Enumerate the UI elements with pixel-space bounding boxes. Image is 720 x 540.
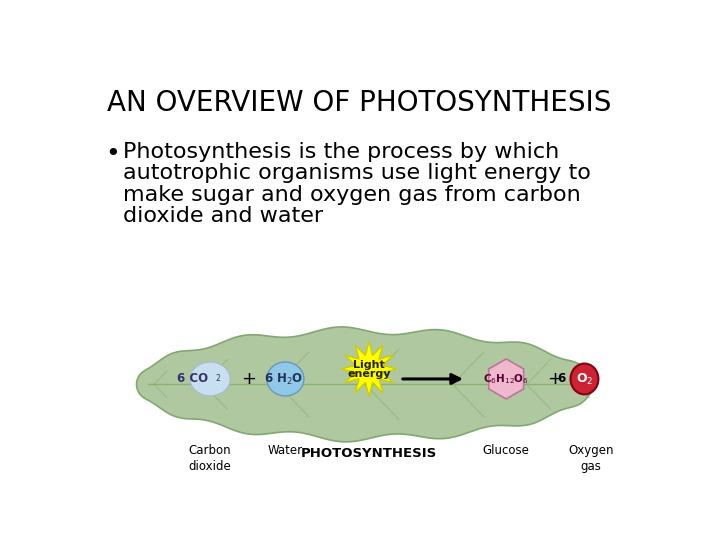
Text: •: • xyxy=(106,142,120,166)
Polygon shape xyxy=(341,341,397,397)
Text: Glucose: Glucose xyxy=(482,444,530,457)
Polygon shape xyxy=(137,327,594,442)
Text: +: + xyxy=(241,370,256,388)
Text: Photosynthesis is the process by which: Photosynthesis is the process by which xyxy=(122,142,559,162)
Text: autotrophic organisms use light energy to: autotrophic organisms use light energy t… xyxy=(122,164,590,184)
Text: $_2$: $_2$ xyxy=(215,373,221,385)
Text: 6 CO: 6 CO xyxy=(177,373,209,386)
Text: Oxygen
gas: Oxygen gas xyxy=(568,444,613,474)
Text: 6 H$_2$O: 6 H$_2$O xyxy=(264,372,303,387)
Ellipse shape xyxy=(570,363,598,394)
Text: 6: 6 xyxy=(557,373,566,386)
Text: make sugar and oxygen gas from carbon: make sugar and oxygen gas from carbon xyxy=(122,185,580,205)
Text: Water: Water xyxy=(268,444,303,457)
Ellipse shape xyxy=(190,362,230,396)
Text: dioxide and water: dioxide and water xyxy=(122,206,323,226)
Text: AN OVERVIEW OF PHOTOSYNTHESIS: AN OVERVIEW OF PHOTOSYNTHESIS xyxy=(107,90,611,117)
Text: C$_6$H$_{12}$O$_6$: C$_6$H$_{12}$O$_6$ xyxy=(483,372,529,386)
Text: +: + xyxy=(547,370,562,388)
Text: O$_2$: O$_2$ xyxy=(576,372,593,387)
Polygon shape xyxy=(489,359,523,399)
Ellipse shape xyxy=(266,362,304,396)
Text: Light: Light xyxy=(353,360,385,370)
Text: energy: energy xyxy=(347,369,391,379)
Text: PHOTOSYNTHESIS: PHOTOSYNTHESIS xyxy=(301,448,437,461)
Text: Carbon
dioxide: Carbon dioxide xyxy=(189,444,232,474)
